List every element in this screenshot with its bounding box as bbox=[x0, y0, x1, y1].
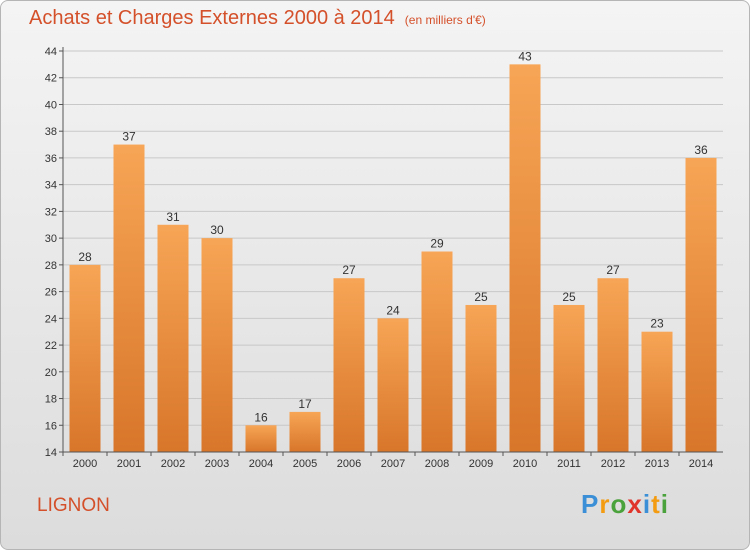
brand-letter: r bbox=[599, 489, 611, 519]
brand-letter: i bbox=[660, 489, 669, 519]
y-axis: 14 16 18 20 22 24 26 28 30 32 34 36 38 40 42 44 bbox=[45, 46, 63, 459]
y-tick-label: 22 bbox=[45, 340, 57, 352]
place-name: LIGNON bbox=[37, 495, 110, 516]
data-label: 27 bbox=[342, 263, 356, 277]
brand-letter: x bbox=[627, 489, 643, 519]
bar bbox=[641, 331, 673, 452]
x-tick-label: 2002 bbox=[161, 458, 185, 470]
x-tick-label: 2006 bbox=[337, 458, 361, 470]
y-tick-label: 32 bbox=[45, 206, 57, 218]
bar bbox=[201, 238, 233, 452]
data-label: 23 bbox=[650, 317, 664, 331]
bar bbox=[289, 411, 321, 452]
x-tick-label: 2008 bbox=[425, 458, 449, 470]
y-tick-label: 36 bbox=[45, 153, 57, 165]
y-tick-label: 44 bbox=[45, 46, 57, 58]
bar bbox=[421, 251, 453, 452]
data-label: 27 bbox=[606, 263, 620, 277]
data-label: 30 bbox=[210, 223, 224, 237]
brand-logo: Proxiti bbox=[581, 489, 669, 520]
y-tick-label: 20 bbox=[45, 367, 57, 379]
bar bbox=[509, 64, 541, 452]
x-tick-label: 2011 bbox=[557, 458, 581, 470]
x-tick-label: 2005 bbox=[293, 458, 317, 470]
brand-letter: i bbox=[642, 489, 652, 519]
y-tick-label: 38 bbox=[45, 126, 57, 138]
brand-letter: P bbox=[581, 489, 600, 519]
data-label: 25 bbox=[562, 290, 576, 304]
x-tick-label: 2007 bbox=[381, 458, 405, 470]
y-tick-label: 18 bbox=[45, 394, 57, 406]
data-label: 36 bbox=[694, 143, 708, 157]
data-label: 16 bbox=[254, 410, 268, 424]
bar bbox=[69, 264, 101, 452]
chart-title: Achats et Charges Externes 2000 à 2014 (e… bbox=[29, 7, 486, 30]
y-tick-label: 28 bbox=[45, 260, 57, 272]
data-label: 31 bbox=[166, 210, 180, 224]
x-tick-label: 2012 bbox=[601, 458, 625, 470]
data-label: 24 bbox=[386, 303, 400, 317]
y-tick-label: 24 bbox=[45, 313, 57, 325]
bar bbox=[597, 278, 629, 452]
chart-unit: (en milliers d'€) bbox=[404, 13, 486, 27]
y-tick-label: 26 bbox=[45, 287, 57, 299]
bar bbox=[553, 304, 585, 452]
data-label: 29 bbox=[430, 237, 444, 251]
bar bbox=[685, 157, 717, 452]
x-tick-label: 2014 bbox=[689, 458, 713, 470]
data-label: 43 bbox=[518, 49, 532, 63]
y-tick-label: 16 bbox=[45, 420, 57, 432]
y-tick-label: 34 bbox=[45, 180, 57, 192]
bar bbox=[157, 224, 189, 452]
bar bbox=[245, 425, 277, 452]
chart-title-text: Achats et Charges Externes 2000 à 2014 bbox=[29, 7, 395, 29]
bar bbox=[333, 278, 365, 452]
y-tick-label: 42 bbox=[45, 73, 57, 85]
bar bbox=[465, 304, 497, 452]
bars: 28 37 31 30 16 17 27 24 29 25 43 25 27 23 36 bbox=[69, 49, 717, 453]
x-tick-label: 2003 bbox=[205, 458, 229, 470]
y-tick-label: 14 bbox=[45, 447, 57, 459]
data-label: 28 bbox=[78, 250, 92, 264]
x-axis: 2000 2001 2002 2003 2004 2005 2006 2007 2008 2009… bbox=[62, 452, 713, 470]
x-tick-label: 2013 bbox=[645, 458, 669, 470]
brand-letter: o bbox=[610, 489, 628, 519]
x-tick-label: 2004 bbox=[249, 458, 273, 470]
bar bbox=[377, 318, 409, 452]
y-tick-label: 40 bbox=[45, 99, 57, 111]
y-tick-label: 30 bbox=[45, 233, 57, 245]
data-label: 37 bbox=[122, 130, 136, 144]
data-label: 25 bbox=[474, 290, 488, 304]
axis-lines bbox=[62, 47, 723, 453]
data-label: 17 bbox=[298, 397, 312, 411]
brand-letter: t bbox=[651, 489, 661, 519]
bar bbox=[113, 144, 145, 453]
x-tick-label: 2001 bbox=[117, 458, 141, 470]
x-tick-label: 2010 bbox=[513, 458, 537, 470]
x-tick-label: 2000 bbox=[73, 458, 97, 470]
x-tick-label: 2009 bbox=[469, 458, 493, 470]
